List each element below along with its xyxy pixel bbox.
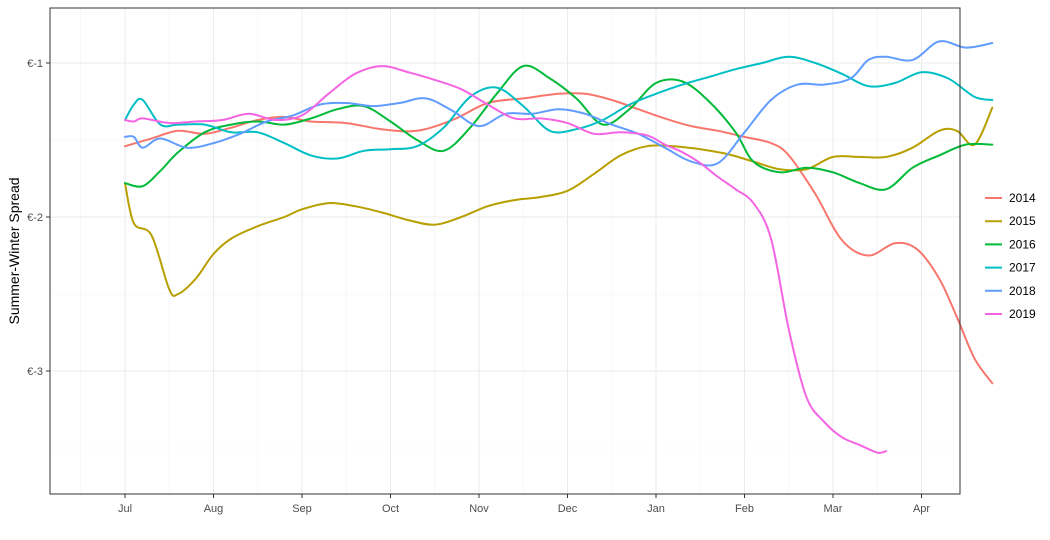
legend-label-2016: 2016 [1009,237,1036,251]
x-tick-label: Jan [647,503,665,515]
x-tick-label: Feb [735,503,754,515]
legend: 2014 2015 2016 2017 2018 2019 [985,191,1036,321]
x-tick-label: Apr [913,503,930,515]
legend-label-2014: 2014 [1009,191,1036,205]
plot-background [50,8,960,494]
x-tick-label: Oct [382,503,399,515]
y-tick-label: €-2 [27,212,43,224]
x-tick-label: Aug [204,503,224,515]
y-axis: €-1 €-2 €-3 [27,58,50,378]
legend-label-2018: 2018 [1009,284,1036,298]
legend-label-2017: 2017 [1009,261,1036,275]
x-axis: Jul Aug Sep Oct Nov Dec Jan Feb Mar Apr [118,494,930,515]
legend-label-2015: 2015 [1009,214,1036,228]
x-tick-label: Dec [558,503,578,515]
y-tick-label: €-3 [27,366,43,378]
major-gridlines [50,8,960,494]
plot-border [49,7,961,495]
x-tick-label: Nov [469,503,489,515]
series-line-2017 [124,55,994,160]
series-line-2016 [124,64,994,191]
series-line-2015 [124,106,994,298]
series-line-2019 [124,65,888,454]
legend-label-2019: 2019 [1009,307,1036,321]
x-tick-label: Mar [824,503,843,515]
y-axis-title: Summer-Winter Spread [6,177,22,324]
y-tick-label: €-1 [27,58,43,70]
x-tick-label: Jul [118,503,132,515]
series-lines [124,40,994,454]
series-line-2018 [124,40,994,167]
x-tick-label: Sep [292,503,312,515]
